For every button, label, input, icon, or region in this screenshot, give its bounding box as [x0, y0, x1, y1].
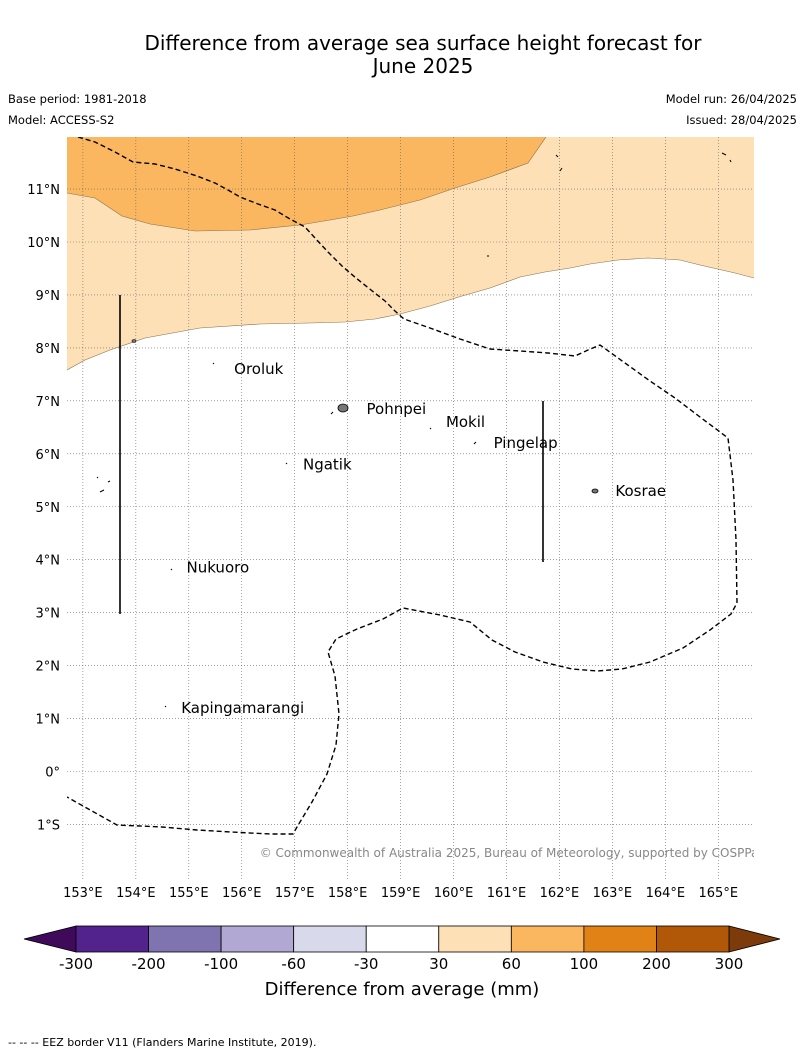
longitude-label: 156°E — [222, 886, 262, 901]
latitude-label: 7°N — [36, 395, 61, 410]
colorbar-swatch — [220, 925, 295, 953]
latitude-label: 9°N — [36, 289, 61, 304]
place-labels: Oroluk Pohnpei Mokil Pingelap Ngatik Kosrae Nu… — [181, 360, 666, 717]
longitude-label: 160°E — [434, 886, 474, 901]
model-run-label: Model run: 26/04/2025 — [665, 92, 797, 106]
place-label: Nukuoro — [186, 559, 249, 577]
longitude-label: 153°E — [63, 886, 103, 901]
colorbar-swatch — [438, 925, 512, 953]
colorbar-swatch — [365, 925, 440, 953]
longitude-label: 165°E — [699, 886, 739, 901]
colorbar-tick-label: -100 — [204, 955, 238, 973]
colorbar-swatch — [148, 925, 222, 953]
graticule — [67, 137, 754, 880]
anomaly-60-100-region — [67, 137, 546, 231]
longitude-labels: 153°E 154°E 155°E 156°E 157°E 158°E 159°E 160°E… — [63, 886, 738, 901]
colorbar-tick-label: -200 — [132, 955, 166, 973]
colorbar-high-extend — [728, 925, 781, 953]
latitude-label: 5°N — [36, 501, 61, 516]
longitude-label: 154°E — [116, 886, 156, 901]
colorbar-tick-label: 30 — [429, 955, 448, 973]
colorbar-tick-label: -30 — [354, 955, 379, 973]
map-title: Difference from average sea surface heig… — [0, 32, 804, 78]
issued-label: Issued: 28/04/2025 — [686, 113, 797, 127]
latitude-label: 6°N — [36, 448, 61, 463]
base-period-label: Base period: 1981-2018 — [8, 92, 147, 106]
place-label: Kosrae — [615, 482, 666, 500]
latitude-label: 1°S — [37, 818, 60, 833]
colorbar-low-extend — [23, 925, 77, 953]
colorbar-swatch — [293, 925, 367, 953]
place-label: Ngatik — [303, 455, 352, 473]
latitude-labels: 11°N 10°N 9°N 8°N 7°N 6°N 5°N 4°N 3°N 2°N 1°N 0° 1°S — [27, 183, 60, 833]
colorbar-tick-label: -300 — [59, 955, 93, 973]
colorbar-tick-label: 200 — [642, 955, 671, 973]
pohnpei-island — [337, 403, 349, 413]
longitude-label: 158°E — [328, 886, 368, 901]
latitude-label: 0° — [45, 766, 60, 781]
eez-legend-note: -- -- -- EEZ border V11 (Flanders Marine… — [8, 1036, 317, 1049]
place-label: Pohnpei — [367, 400, 427, 418]
colorbar-swatch — [510, 925, 585, 953]
kosrae-island — [591, 488, 599, 494]
islet-north-west — [131, 339, 137, 343]
place-label: Oroluk — [234, 360, 283, 378]
colorbar-tick-label: -60 — [281, 955, 306, 973]
eez-border — [67, 137, 738, 835]
colorbar-swatch — [583, 925, 657, 953]
longitude-label: 159°E — [381, 886, 421, 901]
latitude-label: 2°N — [36, 660, 61, 675]
latitude-label: 8°N — [36, 342, 61, 357]
latitude-label: 10°N — [27, 236, 60, 251]
place-label: Pingelap — [494, 434, 558, 452]
place-label: Mokil — [446, 413, 485, 431]
latitude-label: 1°N — [36, 713, 61, 728]
longitude-label: 155°E — [169, 886, 209, 901]
colorbar-title: Difference from average (mm) — [265, 979, 540, 1000]
copyright-credit: © Commonwealth of Australia 2025, Bureau… — [260, 846, 765, 860]
model-label: Model: ACCESS-S2 — [8, 113, 115, 127]
islands — [96, 152, 732, 708]
latitude-label: 4°N — [36, 554, 61, 569]
title-line-2: June 2025 — [372, 54, 474, 78]
latitude-label: 3°N — [36, 607, 61, 622]
contour-lines — [67, 137, 754, 371]
colorbar-tick-label: 60 — [502, 955, 521, 973]
colorbar-tick-label: 100 — [570, 955, 599, 973]
small-islets — [96, 152, 732, 708]
longitude-label: 164°E — [646, 886, 686, 901]
forecast-map: Oroluk Pohnpei Mokil Pingelap Ngatik Kosrae Nu… — [23, 137, 781, 1000]
longitude-label: 161°E — [487, 886, 527, 901]
longitude-label: 157°E — [275, 886, 315, 901]
colorbar: -300 -200 -100 -60 -30 30 60 100 200 300 — [23, 925, 781, 973]
longitude-label: 162°E — [540, 886, 580, 901]
colorbar-swatch — [656, 925, 730, 953]
colorbar-tick-label: 300 — [715, 955, 744, 973]
title-line-1: Difference from average sea surface heig… — [144, 31, 702, 55]
longitude-label: 163°E — [593, 886, 633, 901]
colorbar-swatch — [75, 925, 149, 953]
latitude-label: 11°N — [27, 183, 60, 198]
place-label: Kapingamarangi — [181, 699, 304, 717]
